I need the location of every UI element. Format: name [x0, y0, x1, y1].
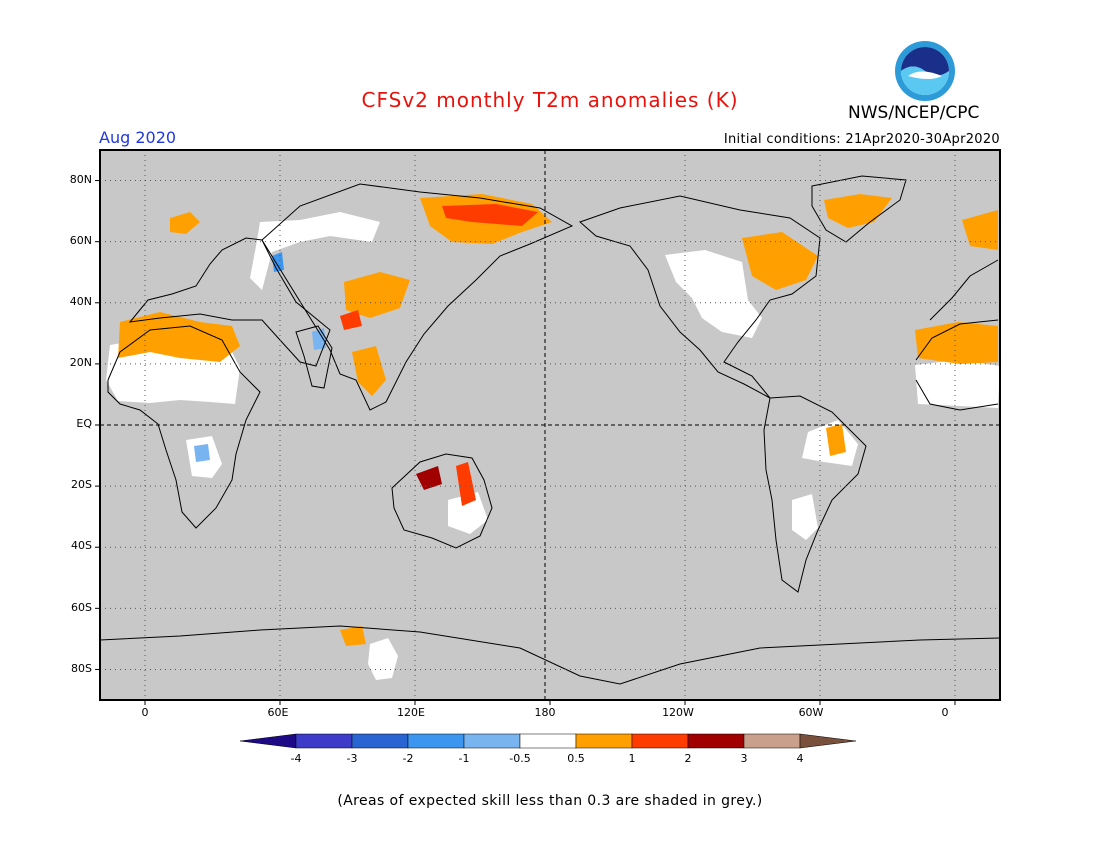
lon-label-60e: 60E [267, 706, 289, 719]
patch-seasia-orange [352, 346, 386, 396]
lon-label-0: 0 [141, 706, 149, 719]
lat-label-60s: 60S [71, 601, 92, 614]
colorbar-label: 3 [740, 752, 748, 765]
colorbar-label: 0.5 [567, 752, 585, 765]
coast-namerica [579, 195, 821, 399]
patch-siberia-white [250, 212, 380, 290]
patch-argentina-white [792, 494, 818, 540]
patch-scandinavia-orange [170, 212, 200, 234]
patch-antarctica-orange [340, 626, 366, 646]
colorbar-label: -1 [458, 752, 470, 765]
colorbar-swatch [631, 733, 689, 749]
skill-footnote: (Areas of expected skill less than 0.3 a… [337, 793, 763, 809]
colorbar-label: 2 [684, 752, 692, 765]
coast-africa [107, 325, 261, 529]
anomaly-patches [106, 194, 1000, 680]
lat-label-eq: EQ [76, 417, 92, 430]
colorbar-swatch [687, 733, 745, 749]
map-title: CFSv2 monthly T2m anomalies (K) [361, 88, 739, 112]
colorbar-label: -3 [346, 752, 358, 765]
coast-greenland [811, 175, 907, 243]
lat-label-80s: 80S [71, 662, 92, 675]
org-label: NWS/NCEP/CPC [848, 103, 980, 123]
coast-india [295, 325, 333, 389]
colorbar-swatch [743, 733, 801, 749]
lon-label-120w: 120W [662, 706, 694, 719]
colorbar-swatch [463, 733, 521, 749]
colorbar-arrow-low [239, 733, 297, 749]
patch-siberia-red [442, 204, 538, 226]
colorbar-swatch [407, 733, 465, 749]
coast-wrap-europe [929, 259, 999, 321]
patch-canada-orange [742, 232, 818, 290]
colorbar-swatch [575, 733, 633, 749]
lat-label-40n: 40N [69, 295, 92, 308]
coast-europe [128, 237, 331, 367]
patch-greenland-orange [824, 194, 892, 228]
colorbar-swatch [295, 733, 353, 749]
lon-label-180: 180 [534, 706, 556, 719]
patch-tibet-red [340, 310, 362, 330]
patch-africa-blue [194, 444, 210, 462]
patch-brazil-orange [826, 424, 846, 456]
patch-centralasia-orange [344, 272, 410, 318]
colorbar-arrow-high [799, 733, 857, 749]
target-month: Aug 2020 [99, 128, 177, 147]
patch-wrap-scand-orange [962, 210, 998, 250]
patch-wrap-nafrica-orange [915, 322, 998, 364]
coastlines [99, 175, 1001, 685]
lat-label-80n: 80N [69, 173, 92, 186]
coast-antarctica [99, 625, 1001, 685]
colorbar-label: -2 [402, 752, 414, 765]
lon-label-60w: 60W [798, 706, 824, 719]
patch-australia-red [456, 462, 476, 506]
lat-label-40s: 40S [71, 539, 92, 552]
coast-asia [261, 183, 574, 411]
coast-australia [391, 453, 493, 549]
colorbar-label: -0.5 [509, 752, 531, 765]
initial-conditions: Initial conditions: 21Apr2020-30Apr2020 [723, 132, 1000, 147]
noaa-logo [895, 41, 955, 101]
colorbar [239, 733, 857, 749]
patch-nafrica-orange [118, 312, 240, 362]
lon-label-120e: 120E [397, 706, 425, 719]
lat-label-20s: 20S [71, 478, 92, 491]
colorbar-swatch [351, 733, 409, 749]
coast-samerica [763, 395, 867, 593]
patch-wrap-africa-white [915, 360, 1000, 408]
colorbar-label: -4 [290, 752, 302, 765]
patch-nwaustralia-darkred [416, 466, 442, 490]
lat-label-20n: 20N [69, 356, 92, 369]
lon-label-0-wrap: 0 [941, 706, 949, 719]
patch-australia-white [448, 492, 488, 534]
lat-label-60n: 60N [69, 234, 92, 247]
colorbar-label: 1 [628, 752, 636, 765]
colorbar-swatch [519, 733, 577, 749]
patch-namerica-white [665, 250, 762, 338]
colorbar-label: 4 [796, 752, 804, 765]
coast-wrap-africa [915, 319, 999, 411]
